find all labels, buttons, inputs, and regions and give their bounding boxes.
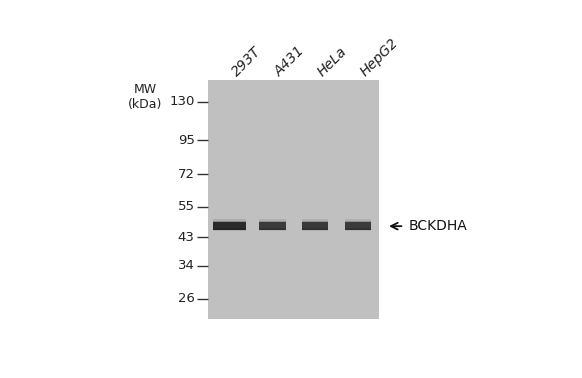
Bar xyxy=(213,222,246,230)
Bar xyxy=(259,219,286,221)
Bar xyxy=(302,219,328,221)
Bar xyxy=(259,228,286,230)
Bar xyxy=(302,230,328,231)
Bar xyxy=(213,230,246,231)
Text: 55: 55 xyxy=(178,200,194,214)
Bar xyxy=(213,228,246,230)
Text: 293T: 293T xyxy=(229,44,264,79)
Bar xyxy=(259,222,286,230)
Text: HeLa: HeLa xyxy=(315,44,350,79)
Bar xyxy=(259,230,286,231)
Text: HepG2: HepG2 xyxy=(358,36,402,79)
Bar xyxy=(208,80,379,319)
Text: 95: 95 xyxy=(178,134,194,147)
Bar xyxy=(345,222,371,230)
Bar xyxy=(345,221,371,222)
Bar xyxy=(302,222,328,230)
Bar xyxy=(345,230,371,231)
Bar xyxy=(259,221,286,222)
Text: 26: 26 xyxy=(178,292,194,305)
Bar xyxy=(302,228,328,230)
Text: 130: 130 xyxy=(169,95,194,108)
Text: BCKDHA: BCKDHA xyxy=(409,219,467,233)
Bar xyxy=(345,219,371,221)
Bar xyxy=(213,221,246,222)
Text: 43: 43 xyxy=(178,231,194,243)
Text: A431: A431 xyxy=(272,43,308,79)
Bar xyxy=(302,221,328,222)
Text: 34: 34 xyxy=(178,259,194,272)
Bar xyxy=(213,219,246,221)
Text: 72: 72 xyxy=(178,167,194,181)
Text: MW
(kDa): MW (kDa) xyxy=(127,83,162,111)
Bar xyxy=(345,228,371,230)
